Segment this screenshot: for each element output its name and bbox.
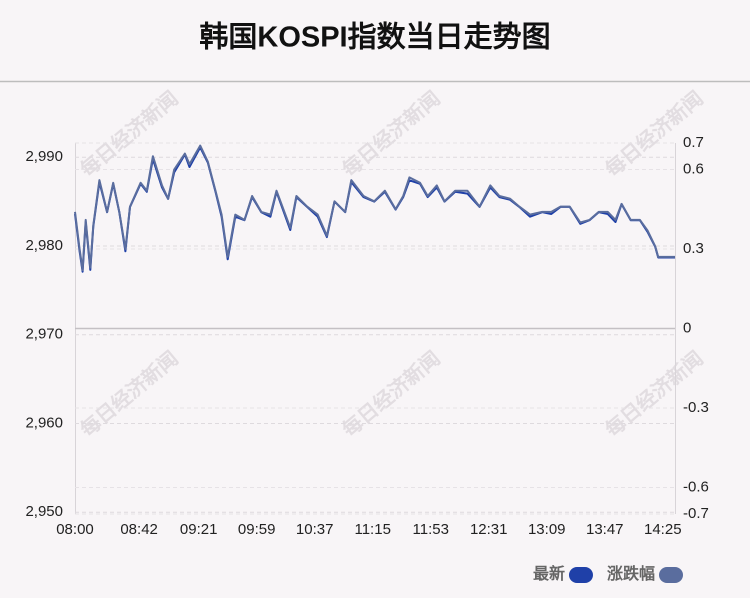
y-tick-label: 2,990	[25, 148, 63, 165]
y2-tick-label: 0.6	[683, 160, 704, 177]
series-line	[74, 144, 675, 272]
legend-swatch	[659, 567, 683, 583]
y2-tick-label: -0.6	[683, 478, 709, 495]
x-tick-label: 11:53	[413, 521, 449, 538]
y2-tick-label: 0.3	[683, 240, 704, 257]
watermark: 每日经济新闻	[337, 346, 444, 442]
y2-tick-label: -0.7	[683, 505, 709, 522]
x-tick-label: 08:00	[56, 521, 94, 538]
watermarks: 每日经济新闻 每日经济新闻 每日经济新闻 每日经济新闻 每日经济新闻 每日经济新…	[75, 86, 707, 442]
y-tick-label: 2,980	[25, 237, 63, 254]
watermark: 每日经济新闻	[75, 346, 182, 442]
x-tick-label: 14:25	[644, 521, 682, 538]
y2-tick-label: -0.3	[683, 399, 709, 416]
watermark: 每日经济新闻	[600, 346, 707, 442]
watermark: 每日经济新闻	[75, 86, 182, 182]
x-tick-label: 09:59	[238, 521, 276, 538]
x-tick-label: 11:15	[354, 521, 390, 538]
x-tick-label: 13:47	[586, 521, 624, 538]
legend-swatch	[568, 567, 593, 583]
legend-label: 最新	[533, 564, 565, 583]
x-tick-label: 12:31	[470, 521, 508, 538]
x-tick-label: 13:09	[528, 521, 566, 538]
legend-label: 涨跌幅	[607, 564, 655, 583]
y-tick-label: 2,950	[25, 503, 63, 520]
y2-tick-label: 0.7	[683, 134, 704, 151]
chart-title: 韩国KOSPI指数当日走势图	[199, 21, 550, 54]
series-line	[74, 146, 675, 273]
x-tick-label: 09:21	[180, 521, 218, 538]
y2-tick-label: 0	[683, 319, 691, 336]
x-tick-label: 10:37	[296, 521, 334, 538]
watermark: 每日经济新闻	[337, 86, 444, 182]
y-tick-label: 2,970	[25, 326, 63, 343]
y-tick-label: 2,960	[25, 414, 63, 431]
x-tick-label: 08:42	[120, 521, 158, 538]
